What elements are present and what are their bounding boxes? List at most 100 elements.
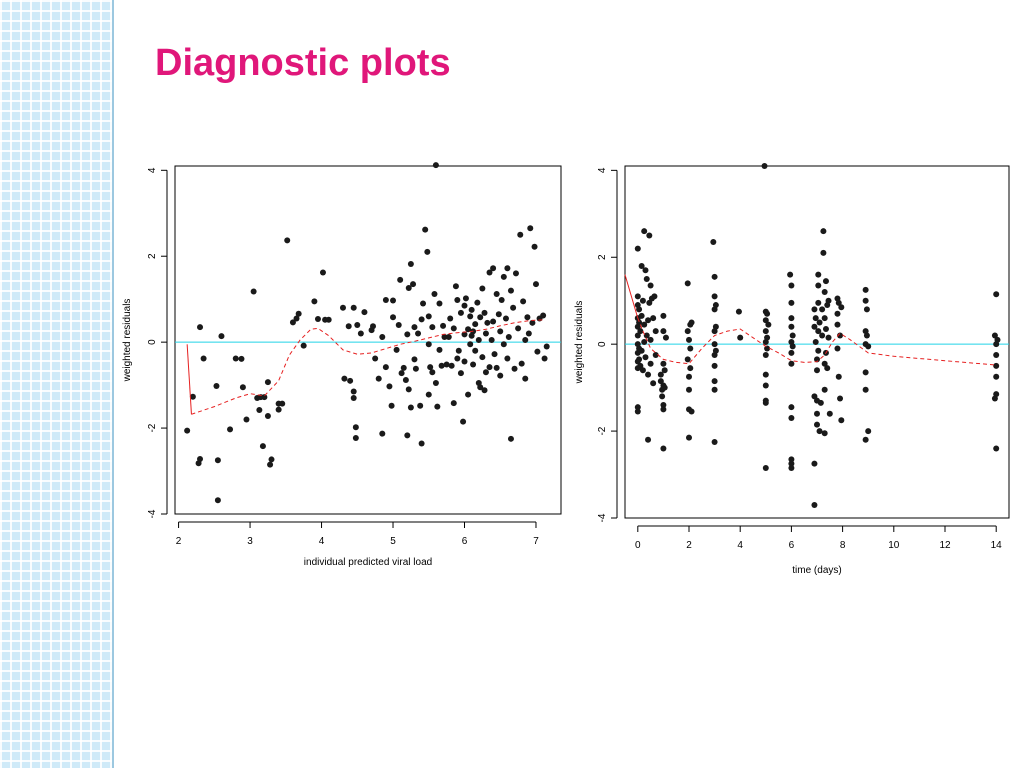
data-point <box>488 337 495 343</box>
data-point <box>821 289 828 296</box>
data-point <box>465 326 472 333</box>
data-point <box>993 352 1000 359</box>
data-point <box>660 445 667 452</box>
data-point <box>448 362 455 369</box>
data-point <box>412 365 419 372</box>
data-point <box>993 362 1000 369</box>
data-point <box>431 291 438 298</box>
data-point <box>838 304 845 311</box>
data-point <box>415 330 422 337</box>
data-point <box>993 391 1000 398</box>
smooth-line <box>191 319 544 415</box>
data-point <box>314 315 321 322</box>
data-point <box>424 248 431 255</box>
data-point <box>467 313 474 320</box>
data-point <box>737 334 744 341</box>
data-point <box>686 434 692 441</box>
data-point <box>375 375 382 382</box>
data-point <box>687 345 694 352</box>
data-point <box>825 334 832 341</box>
data-point <box>821 386 828 393</box>
x-tick-label: 10 <box>888 540 900 551</box>
data-point <box>834 345 841 352</box>
data-point <box>410 281 417 288</box>
data-point <box>418 440 425 447</box>
data-point <box>454 355 461 362</box>
data-point <box>711 273 718 280</box>
data-point <box>197 456 204 463</box>
data-point <box>735 308 742 315</box>
data-point <box>407 260 414 267</box>
data-point <box>425 341 432 348</box>
y-tick-label: -4 <box>597 513 608 522</box>
data-point <box>259 443 266 450</box>
data-point <box>789 343 796 350</box>
residuals-vs-time-chart: 0 2 4 6 8 10 12 14 -4 -2 0 2 4 time (days) weighted re… <box>574 163 1010 576</box>
data-point <box>993 445 1000 452</box>
data-point <box>824 365 831 372</box>
data-point <box>479 285 486 292</box>
data-point <box>524 314 531 321</box>
data-point <box>865 428 872 435</box>
data-point <box>993 291 1000 298</box>
data-point <box>379 430 386 437</box>
data-point <box>789 332 796 339</box>
data-point <box>643 332 650 339</box>
data-point <box>500 273 507 280</box>
data-point <box>293 315 300 322</box>
data-point <box>214 457 221 464</box>
data-point <box>821 360 828 367</box>
data-point <box>379 333 386 340</box>
data-point <box>200 355 207 362</box>
data-point <box>479 354 486 361</box>
data-point <box>505 333 512 340</box>
data-point <box>418 316 425 323</box>
data-point <box>461 302 468 309</box>
data-point <box>382 364 389 371</box>
data-point <box>642 354 649 361</box>
data-point <box>815 328 822 335</box>
data-point <box>862 386 869 393</box>
data-point <box>461 331 468 338</box>
data-point <box>641 321 648 328</box>
data-point <box>826 410 833 417</box>
data-point <box>472 347 479 354</box>
data-point <box>634 408 641 415</box>
data-point <box>397 276 404 283</box>
data-point <box>816 319 823 326</box>
data-point <box>994 336 1001 343</box>
data-point <box>445 333 452 340</box>
data-point <box>788 465 795 472</box>
data-point <box>484 319 491 326</box>
data-point <box>457 309 464 316</box>
data-point <box>268 456 275 463</box>
data-point <box>515 325 522 332</box>
y-tick-label: 4 <box>597 167 608 173</box>
data-point <box>420 300 427 307</box>
data-point <box>507 435 514 442</box>
data-point <box>512 270 519 277</box>
x-tick-label: 6 <box>462 536 468 547</box>
data-point <box>819 332 826 339</box>
data-point <box>762 382 769 389</box>
data-point <box>289 319 296 326</box>
data-point <box>812 339 819 345</box>
data-point <box>825 297 832 304</box>
data-point <box>662 334 669 341</box>
sidebar-edge-line <box>112 0 114 768</box>
data-point <box>641 228 648 235</box>
data-point <box>432 162 439 169</box>
x-axis-title: individual predicted viral load <box>304 557 432 568</box>
data-point <box>357 330 364 337</box>
data-point <box>660 406 667 413</box>
data-point <box>837 395 844 402</box>
data-point <box>762 328 769 335</box>
data-point <box>470 361 477 368</box>
data-point <box>811 323 818 330</box>
data-point <box>468 306 475 313</box>
data-point <box>638 262 645 269</box>
data-point <box>788 315 795 322</box>
data-point <box>522 375 529 382</box>
data-point <box>711 378 718 385</box>
data-point <box>250 288 257 295</box>
